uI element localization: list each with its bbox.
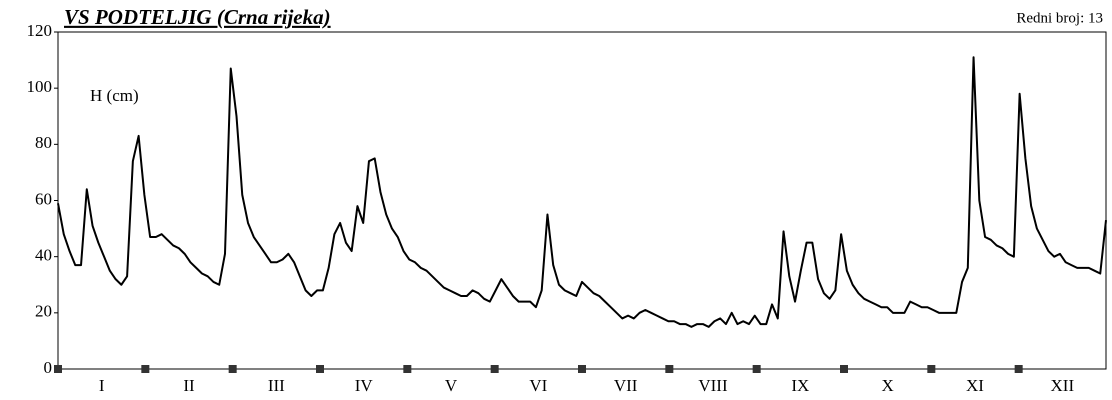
chart-subtitle: Redni broj: 13 xyxy=(1016,10,1103,26)
y-tick-label: 0 xyxy=(44,358,53,377)
month-marker xyxy=(403,365,412,373)
x-tick-label: XI xyxy=(966,376,984,395)
month-marker xyxy=(840,365,848,373)
y-tick-label: 120 xyxy=(27,21,53,40)
y-tick-label: 80 xyxy=(35,133,52,152)
y-axis-label: H (cm) xyxy=(90,86,139,105)
month-marker xyxy=(1014,365,1023,373)
chart-title: VS PODTELJIG (Crna rijeka) xyxy=(64,5,331,29)
x-tick-label: III xyxy=(268,376,285,395)
month-marker xyxy=(578,365,586,373)
x-tick-label: II xyxy=(183,376,195,395)
y-tick-label: 60 xyxy=(35,189,52,208)
plot-frame xyxy=(57,31,1107,370)
x-tick-label: V xyxy=(445,376,458,395)
x-tick-label: XII xyxy=(1051,376,1075,395)
x-tick-label: VI xyxy=(529,376,547,395)
y-tick-label: 100 xyxy=(27,77,53,96)
x-tick-label: IX xyxy=(791,376,809,395)
x-tick-label: VIII xyxy=(698,376,728,395)
y-tick-label: 20 xyxy=(35,302,52,321)
month-marker xyxy=(927,365,936,373)
x-tick-label: I xyxy=(99,376,105,395)
month-marker xyxy=(752,365,761,373)
month-marker xyxy=(54,365,62,373)
month-marker xyxy=(665,365,674,373)
month-marker xyxy=(490,365,499,373)
x-tick-label: VII xyxy=(614,376,638,395)
data-line xyxy=(57,56,1107,328)
month-marker xyxy=(228,365,237,373)
x-tick-label: IV xyxy=(355,376,374,395)
month-marker xyxy=(316,365,324,373)
month-marker xyxy=(141,365,150,373)
y-tick-label: 40 xyxy=(35,246,52,265)
x-tick-label: X xyxy=(882,376,894,395)
